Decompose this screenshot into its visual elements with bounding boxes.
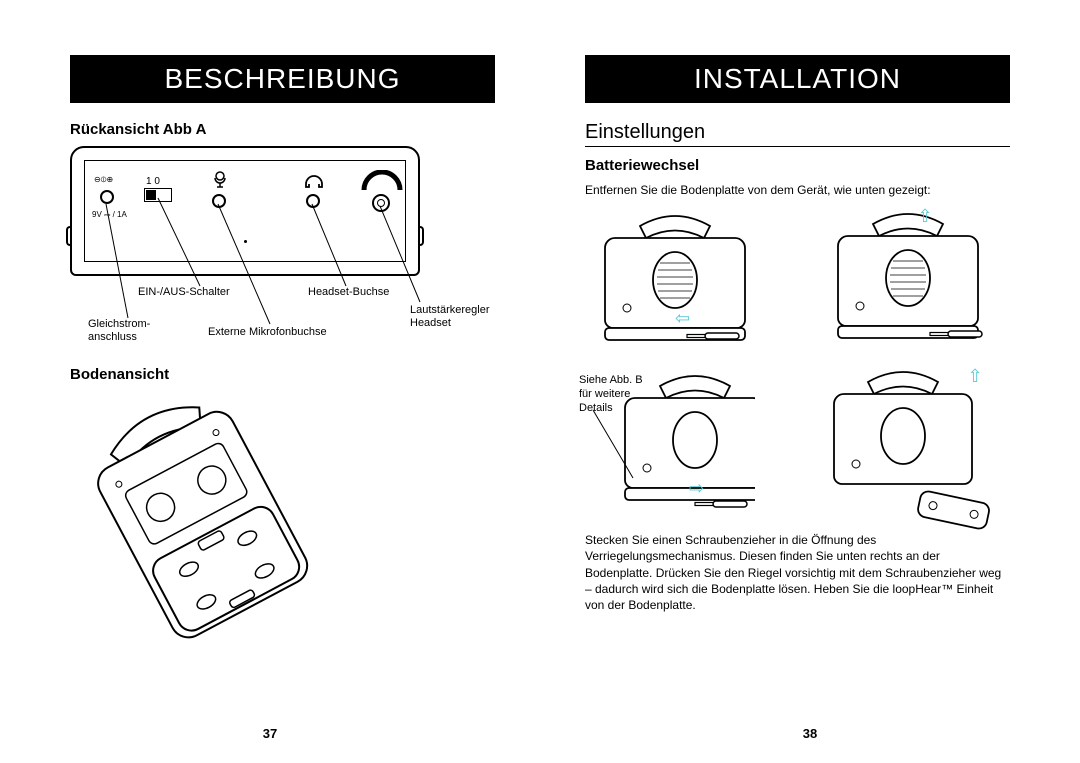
rear-view-figure: ⊖⦶⊕ 9V ⎓ / 1A 1 0 [70, 146, 440, 356]
step-2: ⇧ [818, 208, 988, 358]
banner-beschreibung: BESCHREIBUNG [70, 55, 495, 103]
page-number-left: 37 [263, 726, 277, 741]
step-4: ⇧ [818, 370, 988, 520]
page-left: BESCHREIBUNG Rückansicht Abb A ⊖⦶⊕ 9V ⎓ … [0, 0, 540, 763]
arrow-icon: ⇧ [918, 206, 933, 227]
steps-grid: ⇦ [585, 208, 1010, 520]
page-right: INSTALLATION Einstellungen Batteriewechs… [540, 0, 1080, 763]
step-1: ⇦ [585, 208, 755, 358]
callout-headset: Headset-Buchse [308, 286, 389, 299]
bottom-heading: Bodenansicht [70, 366, 495, 383]
bottom-view-figure [70, 391, 330, 661]
arrow-icon: ⇦ [675, 308, 690, 329]
step-3: Siehe Abb. B für weitere Details ⇨ [585, 370, 755, 520]
banner-installation: INSTALLATION [585, 55, 1010, 103]
callout-laut: Lautstärkeregler Headset [410, 304, 510, 330]
page-number-right: 38 [803, 726, 817, 741]
callout-ein-aus: EIN-/AUS-Schalter [138, 286, 230, 299]
note-abb-b: Siehe Abb. B für weitere Details [579, 374, 659, 415]
instructions-text: Stecken Sie einen Schraubenzieher in die… [585, 532, 1010, 613]
arrow-icon: ⇧ [968, 366, 983, 387]
intro-text: Entfernen Sie die Bodenplatte von dem Ge… [585, 182, 1010, 198]
callout-ext-mic: Externe Mikrofonbuchse [208, 326, 327, 339]
rear-heading: Rückansicht Abb A [70, 121, 495, 138]
sub-batteriewechsel: Batteriewechsel [585, 157, 1010, 174]
section-einstellungen: Einstellungen [585, 121, 1010, 147]
arrow-icon: ⇨ [689, 478, 704, 499]
callout-gleichstrom: Gleichstrom- anschluss [88, 318, 150, 344]
